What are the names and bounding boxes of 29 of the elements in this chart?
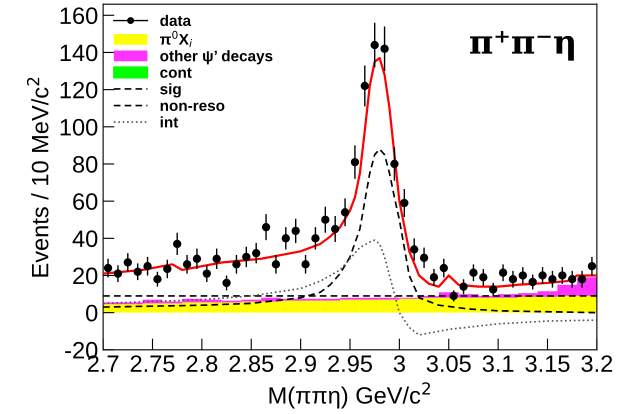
x-tick-label: 2.75 — [130, 355, 174, 372]
x-tick-label: 3 — [394, 355, 405, 372]
x-tick-label: 3.2 — [581, 355, 612, 372]
x-tick-label: 3.15 — [525, 355, 570, 372]
y-tick-label: 80 — [73, 156, 98, 173]
x-tick-label: 3.1 — [482, 355, 514, 372]
y-tick-label: 120 — [60, 82, 98, 98]
y-tick-label: 0 — [86, 304, 98, 322]
y-tick-label: 40 — [72, 230, 98, 248]
x-tick-label: 3.05 — [426, 355, 471, 372]
legend-label: sig — [160, 83, 181, 98]
x-tick-label: 2.9 — [285, 355, 316, 372]
x-tick-label: 2.85 — [229, 355, 274, 372]
y-tick-label: 140 — [60, 44, 98, 62]
legend-label: data — [160, 14, 192, 26]
legend-label: int — [160, 116, 178, 128]
legend-label: cont — [160, 68, 192, 78]
legend-label: other ψ’ decays — [160, 50, 272, 64]
x-axis-title: M(ππη) GeV/c$^{2}$ — [270, 382, 430, 408]
legend-label: non-reso — [160, 102, 224, 112]
x-tick-label: 2.95 — [328, 355, 372, 372]
x-tick-label: 2.8 — [186, 355, 218, 372]
y-tick-label: 100 — [60, 118, 98, 136]
annotation: π⁺π⁻η — [470, 31, 574, 61]
legend-label: π$^{0}$X$_{i}$ — [160, 30, 192, 48]
y-tick-label: 160 — [60, 7, 98, 24]
y-tick-label: 20 — [73, 268, 98, 284]
y-axis-title: Events / 10 MeV/c$^{2}$ — [26, 78, 48, 277]
y-tick-label: 60 — [73, 193, 98, 210]
